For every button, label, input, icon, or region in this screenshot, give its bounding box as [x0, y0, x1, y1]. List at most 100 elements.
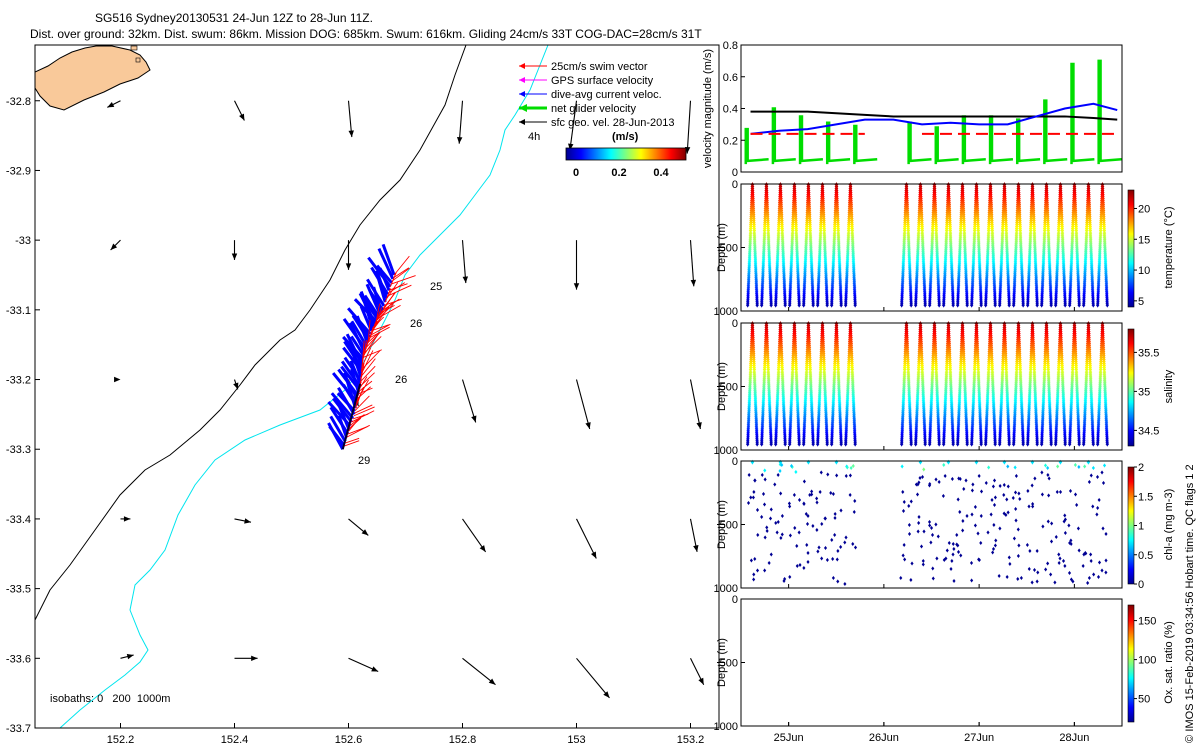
data-marker: ♦ — [779, 190, 783, 199]
geo-velocity-arrow — [234, 518, 252, 524]
data-marker: ♦ — [761, 254, 765, 263]
dive-avg-vector — [347, 307, 372, 335]
data-marker: ♦ — [761, 272, 765, 281]
data-marker: ♦ — [764, 188, 768, 197]
data-marker: ♦ — [781, 242, 785, 251]
data-marker: ♦ — [762, 234, 766, 243]
data-marker: ♦ — [761, 258, 765, 267]
data-marker: ♦ — [825, 440, 829, 449]
speed-colorbar — [565, 147, 687, 161]
isobath-legend: isobaths: 0 200 1000m — [50, 693, 170, 705]
data-marker: ♦ — [764, 186, 768, 195]
data-marker: ♦ — [783, 301, 787, 310]
data-marker: ♦ — [769, 295, 773, 304]
data-marker: ♦ — [765, 202, 769, 211]
data-marker: ♦ — [778, 182, 782, 191]
map-y-tick-label: -32.8 — [6, 96, 31, 108]
velocity-series-line — [750, 110, 1118, 121]
data-marker: ♦ — [753, 236, 757, 245]
data-marker: ♦ — [762, 250, 766, 259]
data-marker: ♦ — [909, 440, 913, 449]
data-marker: ♦ — [779, 188, 783, 197]
data-marker: ♦ — [765, 198, 769, 207]
data-marker: ♦ — [776, 242, 780, 251]
geo-velocity-arrow — [114, 376, 121, 383]
data-marker: ♦ — [781, 244, 785, 253]
data-marker: ♦ — [781, 238, 785, 247]
day-label: 26 — [410, 318, 422, 330]
data-marker: ♦ — [768, 277, 772, 286]
data-marker: ♦ — [839, 301, 843, 310]
data-marker: ♦ — [766, 218, 770, 227]
dive-avg-vector — [336, 392, 356, 413]
track-line — [341, 383, 362, 450]
swim-vector — [386, 284, 412, 297]
data-marker: ♦ — [844, 440, 848, 449]
day-label: 26 — [395, 374, 407, 386]
data-marker: ♦ — [765, 186, 769, 195]
data-marker: ♦ — [754, 266, 758, 275]
data-marker: ♦ — [761, 260, 765, 269]
dive-avg-vector — [350, 335, 365, 357]
data-marker: ♦ — [979, 301, 983, 310]
data-marker: ♦ — [775, 270, 779, 279]
swim-vector — [390, 275, 416, 285]
geo-velocity-arrow — [107, 100, 121, 108]
geo-velocity-arrow — [233, 379, 239, 390]
data-marker: ♦ — [760, 295, 764, 304]
data-marker: ♦ — [765, 184, 769, 193]
data-marker: ♦ — [776, 252, 780, 261]
data-marker: ♦ — [928, 301, 932, 310]
data-marker: ♦ — [779, 202, 783, 211]
data-marker: ♦ — [763, 224, 767, 233]
data-marker: ♦ — [779, 194, 783, 203]
legend-item: 25cm/s swim vector — [519, 61, 648, 73]
data-marker: ♦ — [751, 204, 755, 213]
dive-avg-vector — [331, 372, 358, 403]
data-marker: ♦ — [751, 186, 755, 195]
data-marker: ♦ — [754, 277, 758, 286]
data-marker: ♦ — [775, 254, 779, 263]
data-marker: ♦ — [763, 214, 767, 223]
data-marker: ♦ — [766, 222, 770, 231]
data-marker: ♦ — [766, 224, 770, 233]
data-marker: ♦ — [914, 440, 918, 449]
swim-vector — [361, 350, 381, 370]
data-marker: ♦ — [764, 192, 768, 201]
swim-vector — [357, 386, 371, 399]
glider-track — [327, 243, 416, 450]
data-marker: ♦ — [748, 250, 752, 259]
data-marker: ♦ — [779, 208, 783, 217]
data-marker: ♦ — [797, 440, 801, 449]
data-marker: ♦ — [767, 240, 771, 249]
data-marker: ♦ — [751, 206, 755, 215]
legend-item: sfc geo. vel. 28-Jun-2013 — [519, 117, 675, 129]
dive-avg-vector — [363, 294, 381, 318]
colorbar-tick-label: 5 — [1138, 296, 1144, 308]
swim-vector — [360, 365, 376, 382]
map-y-tick-label: -33 — [15, 235, 31, 247]
data-marker: ♦ — [780, 214, 784, 223]
data-marker: ♦ — [762, 228, 766, 237]
data-marker: ♦ — [778, 190, 782, 199]
speed-colorbar-tick: 0.2 — [611, 167, 626, 179]
data-marker: ♦ — [760, 279, 764, 288]
swim-vector — [354, 395, 370, 412]
data-marker: ♦ — [778, 194, 782, 203]
data-marker: ♦ — [766, 216, 770, 225]
data-marker: ♦ — [749, 222, 753, 231]
data-marker: ♦ — [747, 260, 751, 269]
data-marker: ♦ — [746, 297, 750, 306]
swim-vector — [358, 380, 373, 392]
geo-velocity-arrow — [234, 655, 258, 662]
data-marker: ♦ — [762, 244, 766, 253]
data-marker: ♦ — [766, 232, 770, 241]
data-marker: ♦ — [751, 190, 755, 199]
y-tick-label: 0.4 — [723, 104, 738, 116]
data-marker: ♦ — [1049, 301, 1053, 310]
y-tick-label: 0.6 — [723, 72, 738, 84]
data-marker: ♦ — [766, 230, 770, 239]
dive-avg-vector — [352, 315, 371, 338]
data-marker: ♦ — [763, 206, 767, 215]
data-marker: ♦ — [811, 301, 815, 310]
